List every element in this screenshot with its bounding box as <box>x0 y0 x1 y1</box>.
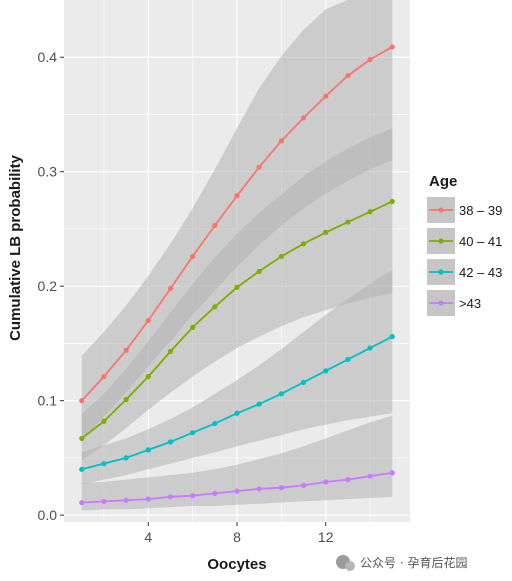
x-axis-title: Oocytes <box>207 556 266 573</box>
series-lines <box>79 44 395 506</box>
data-point <box>123 347 129 353</box>
watermark-text: 公众号 · 孕育后花园 <box>360 555 467 570</box>
data-point <box>300 379 307 385</box>
data-point <box>234 488 240 494</box>
data-point <box>212 420 218 427</box>
legend-key-point <box>438 238 444 244</box>
data-point <box>123 497 129 503</box>
confidence-bands <box>81 0 393 511</box>
data-point <box>101 498 107 504</box>
data-point <box>212 222 218 229</box>
data-point <box>278 391 284 397</box>
data-point <box>190 253 196 260</box>
legend-title: Age <box>429 173 457 190</box>
data-point <box>145 374 151 380</box>
data-point <box>367 473 373 479</box>
data-point <box>167 494 174 500</box>
x-tick-label: 8 <box>233 529 241 545</box>
data-point <box>79 398 85 404</box>
x-tick-label: 12 <box>318 529 334 545</box>
data-point <box>278 253 284 260</box>
data-point <box>101 461 107 467</box>
data-point <box>300 482 307 488</box>
y-tick-label: 0.2 <box>38 278 58 294</box>
confidence-band <box>81 270 393 485</box>
data-point <box>234 284 240 290</box>
y-axis-title: Cumulative LB probability <box>7 154 24 341</box>
watermark: 公众号 · 孕育后花园 <box>336 555 467 571</box>
legend-label: 38 – 39 <box>459 203 502 218</box>
data-point <box>101 374 107 380</box>
data-point <box>256 486 262 492</box>
data-point <box>145 496 151 502</box>
data-point <box>145 447 151 453</box>
data-point <box>123 455 129 461</box>
legend-label: 42 – 43 <box>459 265 502 280</box>
data-point <box>323 229 329 235</box>
data-point <box>345 72 351 79</box>
confidence-band <box>81 128 393 461</box>
data-point <box>389 333 395 340</box>
data-point <box>367 209 373 215</box>
data-point <box>278 485 284 491</box>
data-point <box>300 115 307 121</box>
data-point <box>190 430 196 436</box>
x-tick-label: 4 <box>144 529 152 545</box>
data-point <box>256 164 262 170</box>
data-point <box>389 198 395 205</box>
legend-label: >43 <box>459 296 481 311</box>
legend-key-point <box>438 269 444 275</box>
data-point <box>323 93 329 99</box>
data-point <box>190 324 196 330</box>
wechat-icon-bubble <box>345 561 355 571</box>
data-point <box>278 138 284 144</box>
data-point <box>323 368 329 374</box>
data-point <box>79 466 85 472</box>
data-point <box>234 410 240 416</box>
legend-key-point <box>438 207 444 213</box>
data-point <box>256 268 262 274</box>
data-point <box>167 348 174 355</box>
data-point <box>212 490 218 496</box>
y-tick-label: 0.1 <box>38 393 58 409</box>
y-tick-label: 0.4 <box>38 49 58 65</box>
data-point <box>367 345 373 351</box>
confidence-band <box>81 415 393 511</box>
data-point <box>212 304 218 310</box>
data-point <box>389 44 395 50</box>
y-tick-label: 0.3 <box>38 164 58 180</box>
data-point <box>256 401 262 407</box>
data-point <box>345 477 351 483</box>
data-point <box>145 317 151 324</box>
legend: Age 38 – 39 40 – 41 42 – 43 >43 <box>424 163 512 319</box>
data-point <box>323 479 329 485</box>
data-point <box>345 219 351 225</box>
data-point <box>190 493 196 499</box>
data-point <box>300 241 307 247</box>
data-point <box>234 193 240 199</box>
data-point <box>101 418 107 424</box>
data-point <box>79 435 85 442</box>
data-point <box>167 439 174 445</box>
data-point <box>167 285 174 292</box>
legend-key-point <box>438 300 444 306</box>
data-point <box>79 499 85 506</box>
axis-ticks: 0.0 0.1 0.2 0.3 0.4 4 8 12 <box>38 49 334 545</box>
data-point <box>367 56 373 63</box>
data-point <box>389 470 395 476</box>
legend-label: 40 – 41 <box>459 234 502 249</box>
data-point <box>345 356 351 363</box>
y-tick-label: 0.0 <box>38 507 58 523</box>
data-point <box>123 396 129 403</box>
